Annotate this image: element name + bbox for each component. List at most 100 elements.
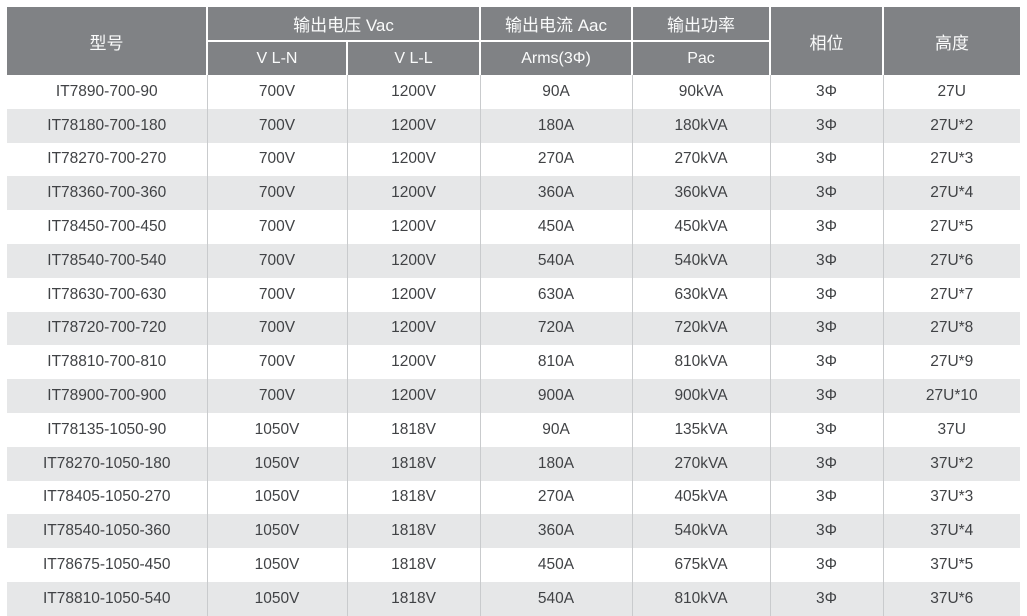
cell-phase: 3Φ	[770, 75, 884, 109]
cell-v-ll: 1200V	[347, 176, 481, 211]
header-voltage-ln: V L-N	[207, 41, 348, 75]
cell-v-ln: 700V	[207, 311, 348, 346]
header-current-arms: Arms(3Φ)	[480, 41, 634, 75]
cell-current: 90A	[480, 412, 633, 447]
cell-current: 270A	[480, 480, 633, 515]
cell-power: 900kVA	[632, 379, 771, 413]
header-phase: 相位	[770, 7, 885, 75]
cell-v-ll: 1818V	[347, 581, 481, 616]
cell-power: 720kVA	[632, 311, 771, 346]
cell-v-ln: 1050V	[207, 446, 348, 481]
cell-current: 540A	[480, 243, 633, 278]
cell-model: IT78675-1050-450	[7, 548, 208, 582]
cell-v-ll: 1200V	[347, 311, 481, 346]
cell-model: IT78270-700-270	[7, 142, 208, 177]
cell-v-ln: 700V	[207, 142, 348, 177]
cell-v-ll: 1200V	[347, 142, 481, 177]
cell-power: 405kVA	[632, 480, 771, 515]
cell-phase: 3Φ	[770, 581, 884, 616]
cell-phase: 3Φ	[770, 345, 884, 380]
cell-model: IT7890-700-90	[7, 75, 208, 109]
table-row: IT78630-700-630 700V 1200V 630A 630kVA 3Φ 27U*…	[7, 277, 1021, 312]
cell-v-ln: 1050V	[207, 480, 348, 515]
cell-power: 540kVA	[632, 243, 771, 278]
cell-v-ll: 1200V	[347, 379, 481, 413]
cell-v-ll: 1818V	[347, 480, 481, 515]
cell-model: IT78540-700-540	[7, 243, 208, 278]
cell-phase: 3Φ	[770, 311, 884, 346]
cell-v-ll: 1200V	[347, 345, 481, 380]
cell-power: 135kVA	[632, 412, 771, 447]
cell-model: IT78405-1050-270	[7, 480, 208, 515]
cell-v-ll: 1818V	[347, 446, 481, 481]
cell-phase: 3Φ	[770, 176, 884, 211]
cell-v-ln: 700V	[207, 210, 348, 244]
cell-v-ln: 1050V	[207, 514, 348, 549]
header-output-power-group: 输出功率	[632, 7, 772, 42]
table-row: IT78270-1050-180 1050V 1818V 180A 270kVA 3Φ 37…	[7, 446, 1021, 481]
cell-model: IT78180-700-180	[7, 108, 208, 143]
table-row: IT78675-1050-450 1050V 1818V 450A 675kVA 3Φ 37…	[7, 548, 1021, 582]
cell-v-ll: 1818V	[347, 514, 481, 549]
cell-height: 27U*6	[883, 243, 1021, 278]
cell-model: IT78270-1050-180	[7, 446, 208, 481]
header-voltage-ll: V L-L	[347, 41, 482, 75]
cell-power: 540kVA	[632, 514, 771, 549]
cell-v-ll: 1200V	[347, 210, 481, 244]
cell-current: 450A	[480, 548, 633, 582]
cell-v-ln: 700V	[207, 75, 348, 109]
cell-current: 810A	[480, 345, 633, 380]
cell-v-ll: 1200V	[347, 243, 481, 278]
cell-power: 360kVA	[632, 176, 771, 211]
cell-height: 37U*2	[883, 446, 1021, 481]
cell-model: IT78450-700-450	[7, 210, 208, 244]
cell-current: 630A	[480, 277, 633, 312]
cell-current: 900A	[480, 379, 633, 413]
cell-phase: 3Φ	[770, 480, 884, 515]
cell-v-ll: 1200V	[347, 277, 481, 312]
cell-height: 27U*10	[883, 379, 1021, 413]
cell-v-ll: 1818V	[347, 548, 481, 582]
cell-power: 90kVA	[632, 75, 771, 109]
table-row: IT78360-700-360 700V 1200V 360A 360kVA 3Φ 27U*…	[7, 176, 1021, 211]
cell-v-ln: 700V	[207, 243, 348, 278]
table-row: IT7890-700-90 700V 1200V 90A 90kVA 3Φ 27U	[7, 75, 1021, 109]
cell-phase: 3Φ	[770, 108, 884, 143]
table-row: IT78135-1050-90 1050V 1818V 90A 135kVA 3Φ 37U	[7, 412, 1021, 447]
header-model: 型号	[7, 7, 208, 75]
cell-model: IT78900-700-900	[7, 379, 208, 413]
cell-v-ln: 700V	[207, 345, 348, 380]
cell-phase: 3Φ	[770, 277, 884, 312]
cell-height: 27U*3	[883, 142, 1021, 177]
cell-height: 27U*9	[883, 345, 1021, 380]
cell-current: 540A	[480, 581, 633, 616]
cell-height: 37U*5	[883, 548, 1021, 582]
cell-phase: 3Φ	[770, 243, 884, 278]
header-output-current-group: 输出电流 Aac	[480, 7, 634, 42]
cell-v-ln: 1050V	[207, 412, 348, 447]
table-row: IT78810-1050-540 1050V 1818V 540A 810kVA 3Φ 37…	[7, 581, 1021, 616]
cell-phase: 3Φ	[770, 210, 884, 244]
cell-current: 450A	[480, 210, 633, 244]
table-header: 型号 输出电压 Vac 输出电流 Aac 输出功率 相位 高度 V L-N V …	[7, 7, 1021, 75]
table-row: IT78540-1050-360 1050V 1818V 360A 540kVA 3Φ 37…	[7, 514, 1021, 549]
cell-height: 37U*6	[883, 581, 1021, 616]
cell-phase: 3Φ	[770, 412, 884, 447]
header-power-pac: Pac	[632, 41, 772, 75]
cell-power: 270kVA	[632, 142, 771, 177]
cell-model: IT78810-1050-540	[7, 581, 208, 616]
cell-height: 37U	[883, 412, 1021, 447]
cell-power: 450kVA	[632, 210, 771, 244]
cell-power: 630kVA	[632, 277, 771, 312]
cell-current: 180A	[480, 446, 633, 481]
cell-power: 180kVA	[632, 108, 771, 143]
cell-current: 270A	[480, 142, 633, 177]
cell-current: 720A	[480, 311, 633, 346]
cell-v-ln: 700V	[207, 379, 348, 413]
table-row: IT78810-700-810 700V 1200V 810A 810kVA 3Φ 27U*…	[7, 345, 1021, 380]
cell-current: 360A	[480, 176, 633, 211]
cell-v-ln: 1050V	[207, 548, 348, 582]
cell-height: 27U*8	[883, 311, 1021, 346]
table-row: IT78180-700-180 700V 1200V 180A 180kVA 3Φ 27U*…	[7, 108, 1021, 143]
cell-v-ln: 700V	[207, 277, 348, 312]
